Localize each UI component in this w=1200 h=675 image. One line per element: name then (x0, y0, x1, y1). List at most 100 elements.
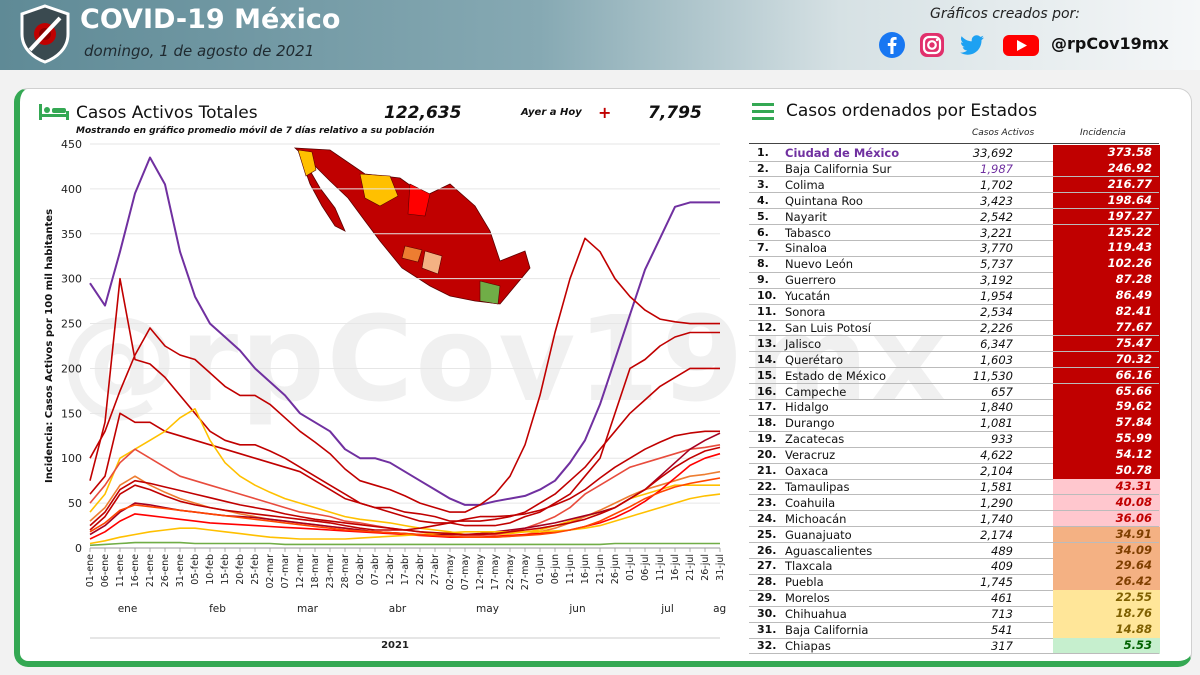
table-row: 8. Nuevo León 5,737 102.26 (745, 256, 1160, 273)
row-incidence: 43.31 (1053, 478, 1160, 495)
x-tick-label: 11-ene (115, 554, 126, 587)
page-title: COVID-19 México (80, 4, 341, 35)
row-state: Morelos (785, 591, 830, 606)
row-incidence: 14.88 (1053, 622, 1160, 638)
table-title: Casos ordenados por Estados (786, 101, 1038, 121)
table-row: 10. Yucatán 1,954 86.49 (745, 288, 1160, 305)
row-cases: 3,770 (980, 241, 1013, 256)
row-cases: 4,622 (980, 448, 1013, 463)
facebook-icon[interactable] (878, 31, 906, 59)
series-line (89, 470, 721, 539)
row-state: Guerrero (785, 273, 836, 288)
table-row: 28. Puebla 1,745 26.42 (745, 574, 1160, 591)
row-rank: 30. (757, 607, 777, 621)
y-tick-label: 300 (61, 273, 82, 286)
social-handle[interactable]: @rpCov19mx (1051, 34, 1169, 53)
row-rank: 5. (757, 209, 769, 223)
row-state: Sinaloa (785, 241, 828, 256)
plus-sign: + (598, 103, 612, 122)
row-incidence: 34.91 (1053, 526, 1160, 543)
row-cases: 6,347 (980, 336, 1013, 351)
table-row: 20. Veracruz 4,622 54.12 (745, 447, 1160, 464)
row-cases: 1,702 (980, 177, 1013, 192)
row-cases: 489 (991, 543, 1013, 558)
row-rank: 28. (757, 575, 777, 589)
x-tick-label: 12-abr (385, 554, 396, 585)
x-tick-label: 07-may (460, 554, 471, 591)
mexico-map-icon (293, 147, 531, 305)
series-line (89, 156, 720, 506)
x-tick-label: 12-mar (295, 554, 306, 589)
y-tick-label: 100 (61, 452, 82, 465)
row-incidence: 26.42 (1053, 574, 1160, 591)
row-cases: 1,081 (980, 416, 1013, 431)
table-row: 15. Estado de México 11,530 66.16 (745, 367, 1160, 384)
y-tick-label: 250 (61, 318, 82, 331)
series-line (89, 277, 720, 527)
twitter-icon[interactable] (958, 31, 986, 59)
row-cases: 1,740 (980, 511, 1013, 526)
table-row: 3. Colima 1,702 216.77 (745, 176, 1160, 193)
row-state: Zacatecas (785, 432, 845, 447)
chart-title: Casos Activos Totales (76, 103, 258, 123)
row-divider (749, 621, 1159, 623)
x-tick-label: 06-jun (550, 554, 561, 584)
row-cases: 3,423 (980, 193, 1013, 208)
x-tick-label: 02-abr (355, 554, 366, 585)
row-cases: 5,737 (980, 257, 1013, 272)
row-incidence: 125.22 (1053, 224, 1160, 241)
month-label: ag o (713, 603, 730, 615)
row-divider (749, 510, 1159, 512)
row-rank: 17. (757, 400, 777, 414)
x-tick-label: 17-abr (400, 554, 411, 585)
row-cases: 1,290 (980, 495, 1013, 510)
x-tick-label: 25-feb (250, 554, 261, 585)
row-incidence: 59.62 (1053, 399, 1160, 416)
row-rank: 31. (757, 623, 777, 636)
header-bar (0, 0, 1200, 70)
table-row: 18. Durango 1,081 57.84 (745, 415, 1160, 432)
row-divider (749, 446, 1159, 448)
row-state: Querétaro (785, 352, 844, 367)
row-divider (749, 208, 1159, 210)
x-tick-label: 27-may (520, 554, 531, 591)
row-state: Baja California (785, 623, 869, 637)
table-row: 6. Tabasco 3,221 125.22 (745, 224, 1160, 241)
row-incidence: 65.66 (1053, 383, 1160, 400)
watermark: @rpCov19mx (60, 290, 949, 428)
row-incidence: 216.77 (1053, 176, 1160, 193)
row-incidence: 50.78 (1053, 463, 1160, 479)
row-rank: 23. (757, 495, 777, 509)
y-tick-label: 200 (61, 362, 82, 375)
row-state: Chihuahua (785, 607, 847, 622)
col-header-incidence: Incidencia (1080, 128, 1126, 138)
x-tick-label: 07-mar (280, 554, 291, 589)
table-row: 22. Tamaulipas 1,581 43.31 (745, 478, 1160, 495)
row-cases: 2,104 (980, 464, 1013, 478)
row-cases: 1,840 (980, 400, 1013, 415)
row-incidence: 18.76 (1053, 606, 1160, 623)
x-tick-label: 16-ene (130, 554, 141, 587)
row-rank: 20. (757, 448, 777, 462)
row-divider (749, 542, 1159, 544)
x-tick-label: 26-jul (700, 554, 711, 581)
row-cases: 11,530 (972, 368, 1013, 383)
row-divider (749, 367, 1159, 369)
row-divider (749, 255, 1159, 257)
youtube-icon[interactable] (1002, 31, 1040, 59)
instagram-icon[interactable] (918, 31, 946, 59)
row-incidence: 77.67 (1053, 319, 1160, 336)
x-tick-label: 22-may (505, 554, 516, 591)
row-state: Aguascalientes (785, 543, 873, 558)
row-state: Quintana Roo (785, 193, 863, 208)
x-tick-label: 10-feb (205, 554, 216, 585)
row-incidence: 197.27 (1053, 208, 1160, 225)
row-state: Guanajuato (785, 527, 852, 542)
row-incidence: 66.16 (1053, 367, 1160, 384)
table-row: 17. Hidalgo 1,840 59.62 (745, 399, 1160, 416)
row-divider (749, 240, 1159, 241)
row-cases: 3,221 (980, 225, 1013, 240)
x-tick-label: 01-ene (85, 554, 96, 587)
y-tick-label: 50 (68, 497, 82, 510)
row-state: Oaxaca (785, 464, 829, 478)
